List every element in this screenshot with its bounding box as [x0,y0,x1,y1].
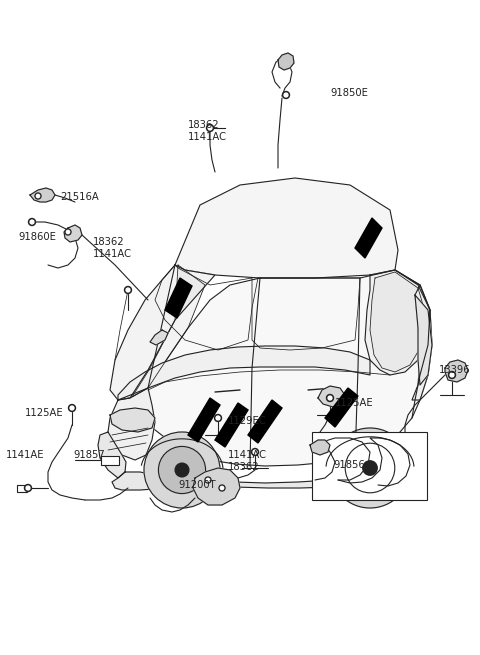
Circle shape [284,93,288,97]
Circle shape [363,461,377,475]
Text: 91856: 91856 [333,460,365,470]
Circle shape [253,450,257,454]
Circle shape [205,477,211,483]
Circle shape [124,286,132,293]
Polygon shape [110,408,155,432]
Text: 13396: 13396 [439,365,470,375]
Circle shape [208,126,212,130]
Polygon shape [188,398,220,442]
Circle shape [35,193,41,199]
Polygon shape [415,295,432,385]
Text: 91850E: 91850E [330,88,368,98]
Polygon shape [118,346,370,400]
Circle shape [30,220,34,224]
Polygon shape [325,388,358,427]
Polygon shape [98,432,126,478]
FancyBboxPatch shape [312,432,427,500]
Polygon shape [248,400,282,443]
Text: 91857: 91857 [73,450,105,460]
Text: 1141AE: 1141AE [6,450,45,460]
Polygon shape [30,188,55,202]
Circle shape [345,443,395,493]
Circle shape [65,229,71,235]
Polygon shape [165,278,192,318]
Polygon shape [132,265,205,397]
Circle shape [144,432,220,508]
Text: 1141AC
18362: 1141AC 18362 [228,450,267,472]
Polygon shape [278,53,294,70]
Circle shape [450,373,454,377]
Circle shape [448,371,456,379]
Circle shape [326,394,334,402]
Circle shape [215,415,221,422]
Polygon shape [215,403,248,447]
Polygon shape [108,388,155,460]
Polygon shape [310,440,330,455]
Text: 91860E: 91860E [18,232,56,242]
Circle shape [66,231,70,234]
FancyBboxPatch shape [101,455,119,464]
Circle shape [252,449,259,455]
Text: 91200T: 91200T [178,480,216,490]
Circle shape [69,405,75,411]
Polygon shape [370,272,426,372]
Circle shape [219,485,225,491]
Circle shape [206,124,214,132]
Polygon shape [445,360,468,382]
Text: 18362
1141AC: 18362 1141AC [93,237,132,259]
Text: 1125AE: 1125AE [25,408,64,418]
Polygon shape [318,386,345,407]
Polygon shape [175,178,398,278]
Circle shape [206,478,210,481]
Text: 18362
1141AC: 18362 1141AC [188,120,227,141]
Text: 1129EC: 1129EC [228,416,266,426]
Polygon shape [150,330,168,345]
Circle shape [70,406,74,410]
Text: 1125AE: 1125AE [335,398,373,408]
FancyBboxPatch shape [17,485,27,491]
Circle shape [28,219,36,225]
Circle shape [26,486,30,490]
Circle shape [36,195,40,198]
Circle shape [24,485,32,491]
Polygon shape [193,468,240,505]
Circle shape [328,396,332,400]
Circle shape [330,428,410,508]
Circle shape [220,487,224,490]
Circle shape [126,288,130,292]
Polygon shape [365,270,430,375]
Circle shape [216,416,220,420]
Text: 21516A: 21516A [60,192,99,202]
Polygon shape [110,265,215,400]
Polygon shape [412,285,432,400]
Polygon shape [64,225,82,242]
Circle shape [283,92,289,98]
Polygon shape [355,218,382,258]
Circle shape [158,447,205,494]
Polygon shape [118,270,432,466]
Circle shape [175,463,189,477]
Polygon shape [112,435,418,490]
